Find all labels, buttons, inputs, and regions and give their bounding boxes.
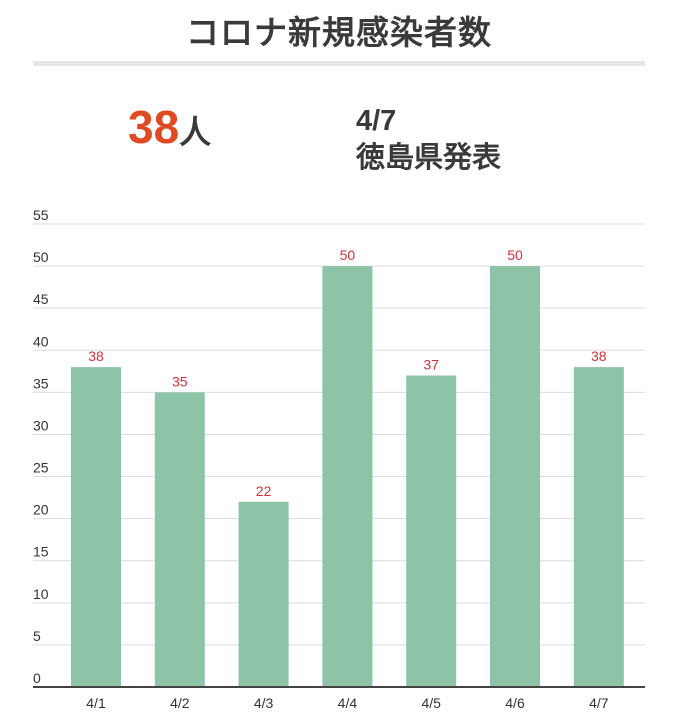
y-tick-label: 25 — [33, 460, 49, 476]
y-tick-label: 10 — [33, 586, 49, 602]
x-axis-ticks: 4/1 4/2 4/3 4/4 4/5 4/6 4/7 — [86, 695, 608, 711]
data-labels: 38 35 22 50 37 50 38 — [88, 247, 607, 499]
chart-title: コロナ新規感染者数 — [186, 13, 492, 52]
x-tick-label: 4/6 — [505, 695, 525, 711]
count-unit: 人 — [179, 113, 212, 151]
data-label: 38 — [591, 348, 607, 364]
data-label: 50 — [340, 247, 356, 263]
y-tick-label: 55 — [33, 207, 49, 223]
bar — [71, 367, 121, 687]
bar — [238, 501, 289, 687]
chart-bars — [71, 266, 624, 687]
announcement-source: 徳島県発表 — [356, 140, 502, 174]
count-value: 38 — [128, 101, 180, 153]
data-label: 38 — [88, 348, 104, 364]
x-tick-label: 4/4 — [338, 695, 358, 711]
y-tick-label: 0 — [33, 670, 41, 686]
y-tick-label: 50 — [33, 249, 49, 265]
x-tick-label: 4/3 — [254, 695, 274, 711]
new-cases-count: 38人 — [128, 100, 211, 154]
bar-chart: 0 5 10 15 20 25 30 35 40 45 50 55 38 35 22 50 37 50 38 4/… — [33, 207, 645, 711]
bar — [154, 392, 205, 687]
data-label: 22 — [256, 483, 272, 499]
title-divider — [33, 61, 645, 66]
y-tick-label: 30 — [33, 417, 49, 433]
announcement-info: 4/7 徳島県発表 — [356, 103, 501, 175]
data-label: 37 — [423, 357, 439, 373]
x-tick-label: 4/7 — [589, 695, 609, 711]
data-label: 35 — [172, 373, 188, 389]
announcement-date: 4/7 — [356, 105, 397, 137]
y-tick-label: 45 — [33, 291, 49, 307]
bar — [490, 266, 540, 687]
y-tick-label: 15 — [33, 544, 49, 560]
y-tick-label: 35 — [33, 375, 49, 391]
y-tick-label: 5 — [33, 628, 41, 644]
y-axis-ticks: 0 5 10 15 20 25 30 35 40 45 50 55 — [33, 207, 49, 686]
y-tick-label: 40 — [33, 333, 49, 349]
data-label: 50 — [507, 247, 523, 263]
x-tick-label: 4/5 — [421, 695, 441, 711]
bar — [573, 367, 624, 687]
bar — [406, 375, 457, 687]
y-tick-label: 20 — [33, 502, 49, 518]
bar — [322, 266, 373, 687]
x-tick-label: 4/2 — [170, 695, 190, 711]
x-tick-label: 4/1 — [86, 695, 106, 711]
